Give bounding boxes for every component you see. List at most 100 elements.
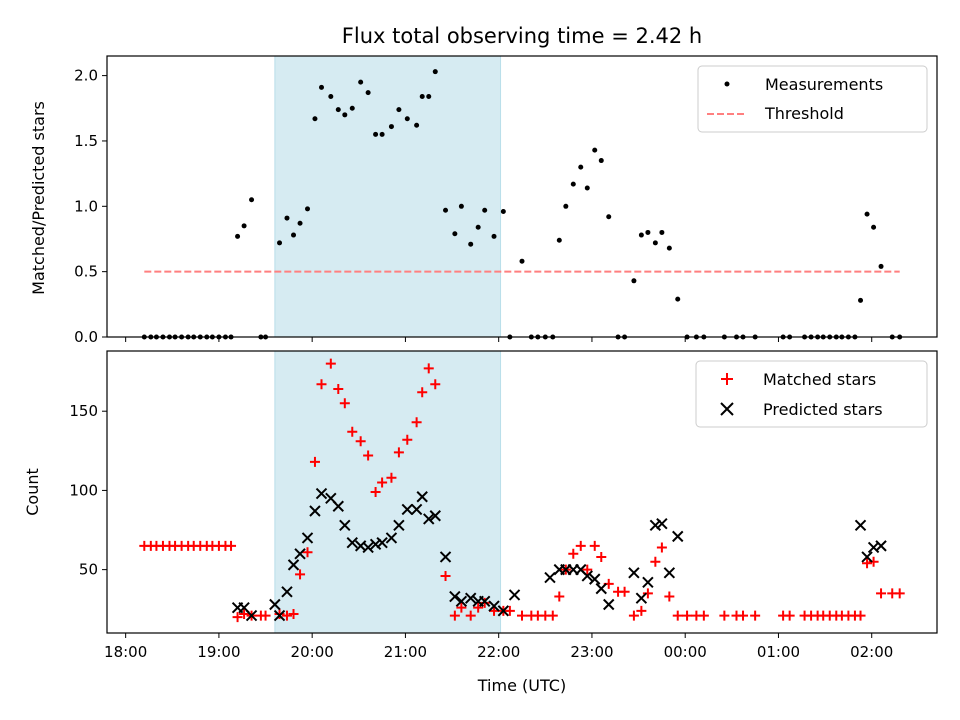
x-tick-label: 00:00 [664,643,707,661]
predicted-star-point [508,589,521,601]
matched-star-point [316,379,327,390]
measurement-point [563,203,569,209]
matched-star-point [750,610,761,621]
matched-star-point [575,540,586,551]
measurement-point [578,164,584,170]
matched-star-point [547,610,558,621]
ratio-y-axis-label: Matched/Predicted stars [29,101,48,295]
count-axes-frame [106,350,938,634]
predicted-star-point [346,536,358,549]
measurement-point [858,297,864,303]
predicted-star-point [642,576,654,589]
matched-star-point [642,588,653,599]
measurement-point [584,185,590,191]
matched-star-point [862,558,873,569]
matched-star-point [423,363,434,374]
measurement-point [452,231,458,237]
measurement-point [419,94,425,100]
measurement-point [249,197,255,203]
measurement-point [519,258,525,264]
predicted-star-point [315,487,328,500]
matched-star-point [868,556,879,567]
ratio-y-tick-label: 2.0 [74,67,98,85]
count-legend-box [695,360,928,428]
matched-star-point [449,610,460,621]
matched-star-point [325,358,336,369]
measurement-point [482,207,488,213]
x-tick-label: 01:00 [757,643,800,661]
predicted-star-point [589,573,601,585]
matched-star-point [719,610,730,621]
measurement-point [358,79,364,85]
measurement-point [592,147,598,153]
measurement-point [365,90,371,96]
predicted-star-point [273,609,286,622]
matched-star-point [855,610,866,621]
predicted-star-point [656,517,668,530]
matched-star-point [465,610,476,621]
measurement-point [500,209,506,215]
matched-star-point [568,548,579,559]
measurement-point [475,224,481,230]
x-tick-label: 20:00 [291,643,334,661]
measurement-point [638,232,644,238]
matched-star-point [226,540,237,551]
measurement-point [432,69,438,75]
matched-star-point [656,542,667,553]
predicted-star-point [401,503,413,516]
measurement-point [349,105,355,111]
measurement-point [297,220,303,226]
matched-star-point [440,570,451,581]
measurement-point [659,229,665,235]
matched-star-point [302,547,313,558]
measurement-point [871,224,877,230]
x-tick-label: 21:00 [384,643,427,661]
measurement-point [468,241,474,247]
predicted-star-point [649,519,662,531]
matched-star-point [582,564,593,575]
measurement-point [328,94,334,100]
legend-matched-marker [721,373,733,385]
ratio-y-ticks: 0.0 0.5 1.0 1.5 2.0 [74,67,107,346]
matched-star-point [377,477,388,488]
measurement-point [606,214,612,220]
matched-star-point [295,569,306,580]
predicted-star-point [245,609,258,622]
matched-star-point [596,551,607,562]
matched-star-point [411,417,422,428]
measurement-point [570,181,576,187]
measurement-point [404,116,410,122]
predicted-star-point [544,571,556,584]
matched-star-point [738,610,749,621]
measurement-point [491,233,497,239]
predicted-star-point [281,586,293,598]
predicted-star-point [488,600,500,612]
predicted-star-point [385,532,398,544]
ratio-series [141,69,903,340]
legend-matched-label: Matched stars [763,370,876,389]
predicted-star-point [861,551,873,563]
predicted-star-point [301,532,314,544]
observing-window-shade [274,55,502,338]
legend-measurements-marker [724,81,730,87]
ratio-y-tick-label: 1.0 [74,197,98,215]
measurement-point [318,84,324,90]
matched-star-point [393,447,404,458]
matched-star-point [347,426,358,437]
matched-star-point [504,605,515,616]
predicted-star-point [332,500,344,512]
predicted-star-point [294,548,306,560]
matched-star-point [333,384,344,395]
count-y-ticks: 50 100 150 [69,402,107,579]
matched-star-point [619,586,630,597]
measurement-point [342,112,348,118]
predicted-star-point [287,559,300,571]
matched-star-point [274,608,285,619]
matched-star-point [628,610,639,621]
measurement-point [556,237,562,243]
predicted-star-point [581,570,593,582]
predicted-star-point [478,595,491,608]
ratio-legend-box [697,65,928,133]
measurement-point [396,107,402,113]
